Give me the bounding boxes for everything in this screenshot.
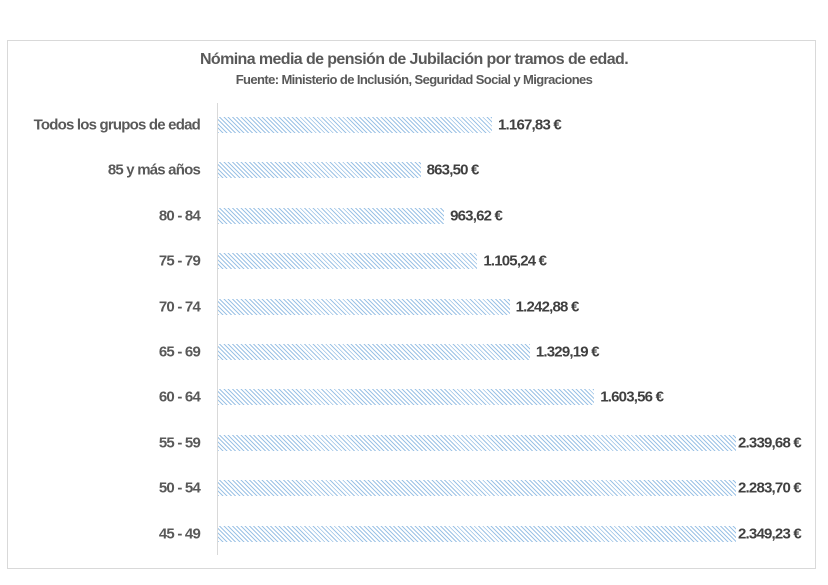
category-label: Todos los grupos de edad [33, 116, 201, 134]
category-label: 45 - 49 [158, 525, 201, 543]
bar [218, 344, 530, 360]
chart-title: Nómina media de pensión de Jubilación po… [199, 51, 629, 68]
category-label: 70 - 74 [158, 298, 201, 316]
data-label: 1.242,88 € [515, 298, 579, 316]
category-label: 60 - 64 [158, 388, 201, 406]
data-label: 2.339,68 € [738, 434, 802, 452]
category-label: 50 - 54 [158, 479, 201, 497]
y-axis-line [217, 103, 218, 555]
bar [218, 480, 736, 497]
category-label: 80 - 84 [158, 207, 201, 225]
bar [218, 298, 510, 315]
chart-frame [7, 40, 816, 569]
bar [218, 525, 736, 542]
bar [218, 207, 445, 224]
data-label: 2.349,23 € [738, 525, 802, 543]
data-label: 1.329,19 € [535, 343, 600, 361]
data-label: 1.167,83 € [498, 116, 562, 134]
data-label: 1.105,24 € [483, 252, 547, 270]
data-label: 2.283,70 € [738, 479, 802, 497]
data-label: 963,62 € [450, 207, 503, 225]
category-label: 65 - 69 [158, 343, 201, 361]
bar [218, 389, 595, 406]
bar [218, 162, 421, 179]
bar [218, 434, 736, 451]
data-label: 863,50 € [426, 161, 479, 179]
data-label: 1.603,56 € [600, 388, 664, 406]
bar [218, 253, 478, 270]
category-label: 85 y más años [107, 161, 201, 179]
chart-subtitle: Fuente: Ministerio de Inclusión, Segurid… [235, 72, 593, 87]
category-label: 55 - 59 [158, 434, 201, 452]
bar [218, 117, 492, 133]
category-label: 75 - 79 [158, 252, 201, 270]
